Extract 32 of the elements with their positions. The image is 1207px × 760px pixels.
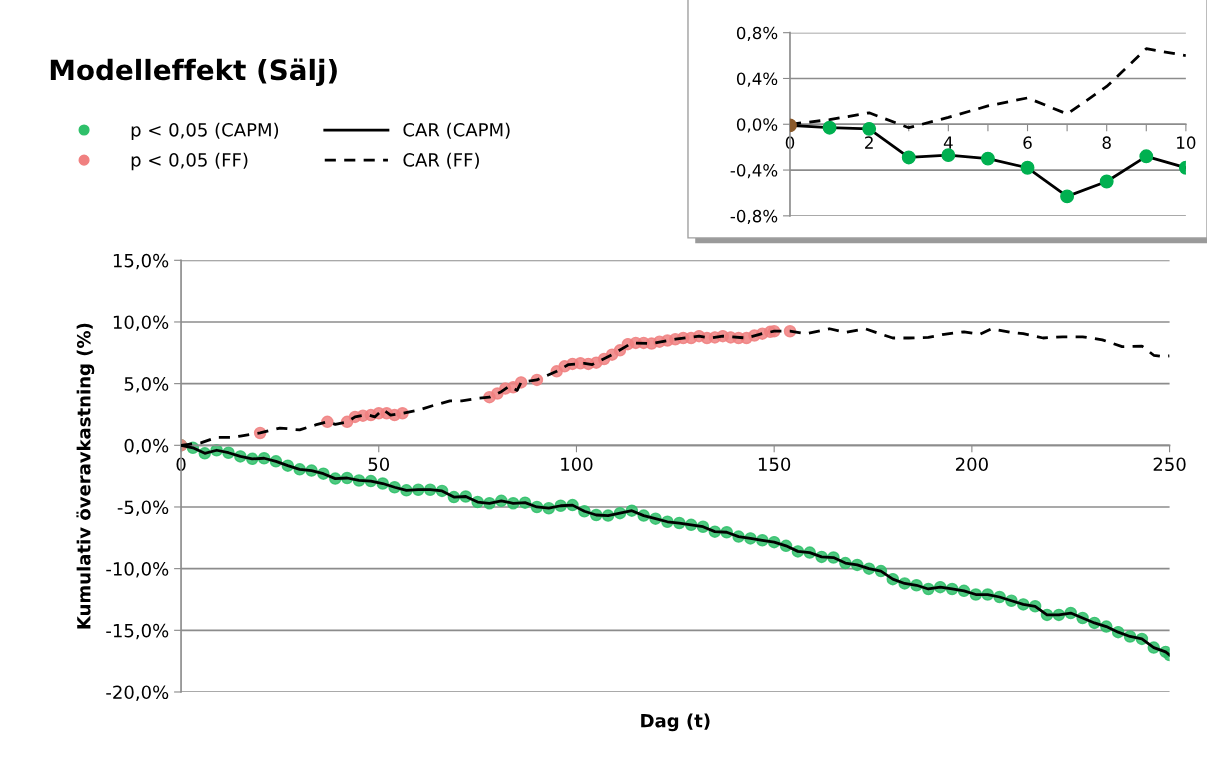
y-tick-label: 5,0% xyxy=(124,377,169,393)
x-tick-label: 100 xyxy=(561,457,593,472)
y-tick-label: 0,4% xyxy=(736,72,778,87)
y-tick-label: -5,0% xyxy=(117,500,169,516)
y-tick-label: -20,0% xyxy=(106,685,169,701)
y-tick-label: 0,0% xyxy=(124,438,169,455)
x-tick-label: 0 xyxy=(176,457,186,472)
y-tick-label: 0,8% xyxy=(736,26,778,41)
x-tick-label: 6 xyxy=(1023,136,1032,149)
legend-label: CAR (FF) xyxy=(403,152,479,169)
x-tick-label: 8 xyxy=(1102,136,1111,149)
y-tick-label: 0,0% xyxy=(736,118,778,133)
legend-label: CAR (CAPM) xyxy=(403,122,510,139)
legend-label: p < 0,05 (FF) xyxy=(131,152,248,171)
x-tick-label: 10 xyxy=(1177,136,1196,149)
x-tick-label: 150 xyxy=(758,457,791,472)
x-tick-label: 250 xyxy=(1153,457,1186,472)
y-tick-label: -0,4% xyxy=(730,164,778,179)
y-tick-label: -0,8% xyxy=(730,209,778,225)
x-tick-label: 4 xyxy=(943,136,953,149)
x-tick-label: 50 xyxy=(368,457,390,472)
x-tick-label: 200 xyxy=(955,457,988,472)
chart-title: Modelleffekt (Sälj) xyxy=(50,58,337,86)
y-tick-label: -15,0% xyxy=(106,623,169,640)
x-tick-label: 2 xyxy=(865,136,873,149)
x-axis-title: Dag (t) xyxy=(641,713,710,732)
y-tick-label: 10,0% xyxy=(113,315,169,331)
y-tick-label: -10,0% xyxy=(106,562,169,578)
legend-label: p < 0,05 (CAPM) xyxy=(131,122,279,141)
y-tick-label: 15,0% xyxy=(113,253,169,270)
x-tick-label: 0 xyxy=(785,136,795,149)
y-axis-title: Kumulativ överavkastning (%) xyxy=(76,323,95,629)
